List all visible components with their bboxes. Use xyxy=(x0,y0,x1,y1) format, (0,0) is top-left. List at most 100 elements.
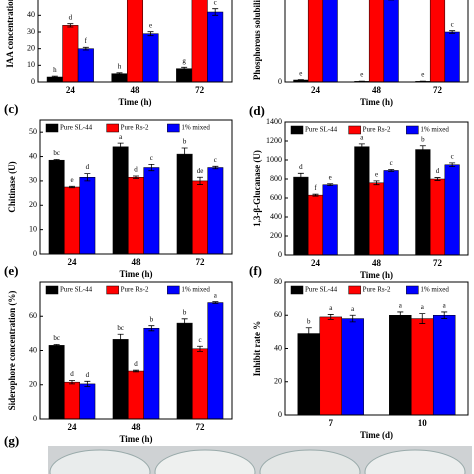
error-bar xyxy=(419,313,426,324)
plot-frame xyxy=(39,281,233,420)
significance-letter: h xyxy=(53,66,57,74)
error-bar xyxy=(133,175,139,179)
x-axis-label: Time (h) xyxy=(119,434,152,444)
error-bar xyxy=(116,72,123,75)
significance-letter: e xyxy=(299,69,302,77)
x-tick-label: 48 xyxy=(372,85,382,95)
legend-label: Pure Rs-2 xyxy=(121,286,149,294)
significance-letter: c xyxy=(451,20,454,28)
error-bar xyxy=(449,162,456,168)
bar xyxy=(429,178,446,256)
y-tick-label: 30 xyxy=(29,176,37,185)
significance-letter: f xyxy=(314,184,317,192)
bar xyxy=(307,0,324,83)
error-bar xyxy=(419,145,426,154)
bar xyxy=(112,146,129,255)
y-axis-label: Phosphorous solubilizing xyxy=(252,0,262,80)
error-bar xyxy=(67,23,74,28)
significance-letter: a xyxy=(214,291,218,299)
bar xyxy=(192,180,208,255)
legend-swatch xyxy=(348,285,361,295)
chart-panel: 0 24 e 48 e 72 e c Phosphorous solubilizing Time … xyxy=(252,0,469,107)
significance-letter: e xyxy=(360,71,363,79)
bar xyxy=(368,0,385,83)
significance-letter: a xyxy=(119,133,123,141)
significance-letter: a xyxy=(360,133,364,141)
legend-swatch xyxy=(290,285,304,295)
x-axis-label: Time (h) xyxy=(118,97,151,107)
x-tick-label: 48 xyxy=(372,258,382,268)
significance-letter: b xyxy=(421,135,425,143)
bar xyxy=(112,339,129,420)
significance-letter: b xyxy=(307,317,311,325)
significance-letter: b xyxy=(183,308,187,316)
y-tick-label: 40 xyxy=(29,345,37,354)
significance-letter: d xyxy=(86,163,90,171)
x-tick-label: 24 xyxy=(66,85,76,95)
petri-dish xyxy=(259,449,361,474)
y-tick-label: 20 xyxy=(29,380,37,389)
panel-label: (e) xyxy=(4,263,18,278)
y-tick-label: 40 xyxy=(274,343,282,352)
bar xyxy=(293,176,309,256)
panel-label: (f) xyxy=(249,263,262,278)
significance-letter: bc xyxy=(117,324,124,332)
chart-panel: 0 20 40 60 80 7 b a a 10 a a a Pure SL-44 Pure Rs-2 1% … xyxy=(249,263,469,440)
bar xyxy=(142,33,159,83)
y-tick-label: 0 xyxy=(278,77,282,86)
chart-panel: 0 200 400 600 800 1000 1200 1400 24 d f e 48 a e c 72 b d c… xyxy=(249,103,469,280)
y-tick-label: 0 xyxy=(33,249,37,258)
bar xyxy=(389,315,412,416)
error-bar xyxy=(197,345,203,352)
bar xyxy=(62,25,79,83)
legend-swatch xyxy=(167,285,180,295)
error-bar xyxy=(181,147,188,161)
legend-label: Pure SL-44 xyxy=(305,286,338,294)
error-bar xyxy=(397,311,404,319)
y-tick-label: 60 xyxy=(29,311,37,320)
legend-swatch xyxy=(406,125,419,135)
error-bar xyxy=(69,380,75,385)
legend-swatch xyxy=(45,285,59,295)
legend-label: Pure Rs-2 xyxy=(363,286,391,294)
x-tick-label: 72 xyxy=(195,85,205,95)
bar xyxy=(207,302,224,420)
error-bar xyxy=(373,180,380,186)
y-axis-label: IAA concentration xyxy=(5,0,15,68)
bar xyxy=(77,48,94,83)
significance-letter: d xyxy=(134,360,138,368)
bar xyxy=(307,194,324,256)
y-tick-label: 40 xyxy=(27,10,35,19)
x-tick-label: 72 xyxy=(196,422,206,432)
significance-letter: d xyxy=(134,166,138,174)
photo-strip xyxy=(48,446,472,474)
bar xyxy=(383,0,399,83)
y-tick-label: 400 xyxy=(270,212,282,221)
error-bar xyxy=(117,333,124,345)
bar xyxy=(297,333,321,416)
bar xyxy=(432,315,456,416)
significance-letter: a xyxy=(329,304,333,312)
plot-frame xyxy=(39,119,233,255)
x-tick-label: 24 xyxy=(68,422,78,432)
y-axis-label: 1,3-β-Glucanase (U) xyxy=(252,150,262,227)
legend-label: 1% mixed xyxy=(181,286,210,294)
y-tick-label: 20 xyxy=(29,200,37,209)
x-tick-label: 24 xyxy=(68,257,78,267)
petri-dish xyxy=(364,449,466,474)
y-axis-label: Inhibit rate % xyxy=(252,321,262,377)
plot-frame xyxy=(284,281,469,416)
significance-letter: c xyxy=(198,336,201,344)
legend-label: Pure SL-44 xyxy=(305,126,338,134)
y-tick-label: 10 xyxy=(29,224,37,233)
significance-letter: d xyxy=(86,371,90,379)
error-bar xyxy=(53,159,60,162)
significance-letter: a xyxy=(421,303,425,311)
plot-frame xyxy=(284,0,469,83)
significance-letter: a xyxy=(351,305,355,313)
significance-letter: b xyxy=(183,138,187,146)
significance-letter: b xyxy=(150,315,154,323)
y-tick-label: 40 xyxy=(29,151,37,160)
significance-letter: a xyxy=(399,302,403,310)
